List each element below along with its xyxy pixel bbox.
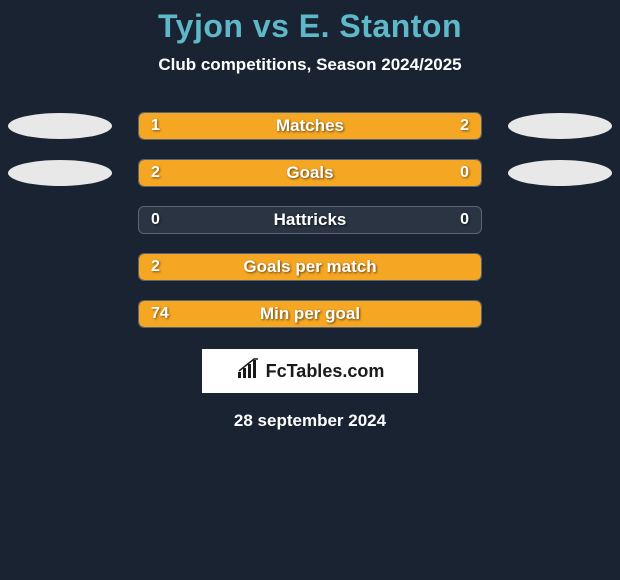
stat-value-right: 2 bbox=[460, 117, 469, 135]
stat-bar: 0 Hattricks 0 bbox=[138, 206, 482, 234]
player-right-badge bbox=[508, 160, 612, 186]
player-right-badge bbox=[508, 113, 612, 139]
stat-bar: 1 Matches 2 bbox=[138, 112, 482, 140]
stat-bar: 2 Goals per match bbox=[138, 253, 482, 281]
stat-name: Hattricks bbox=[274, 210, 347, 230]
subtitle: Club competitions, Season 2024/2025 bbox=[0, 55, 620, 75]
stat-name: Goals bbox=[286, 163, 333, 183]
comparison-widget: Tyjon vs E. Stanton Club competitions, S… bbox=[0, 0, 620, 431]
stat-value-left: 1 bbox=[151, 117, 160, 135]
player-left-badge bbox=[8, 160, 112, 186]
bar-fill-left bbox=[139, 160, 413, 186]
stat-row: 2 Goals 0 bbox=[0, 158, 620, 188]
stat-value-left: 0 bbox=[151, 211, 160, 229]
stat-bar: 2 Goals 0 bbox=[138, 159, 482, 187]
page-title: Tyjon vs E. Stanton bbox=[0, 8, 620, 45]
stat-bar: 74 Min per goal bbox=[138, 300, 482, 328]
barchart-icon bbox=[236, 358, 262, 385]
stat-value-right: 0 bbox=[460, 164, 469, 182]
stat-row: 1 Matches 2 bbox=[0, 111, 620, 141]
stats-rows: 1 Matches 2 2 Goals 0 0 Hattricks 0 bbox=[0, 111, 620, 329]
stat-name: Goals per match bbox=[243, 257, 376, 277]
stat-value-left: 2 bbox=[151, 164, 160, 182]
stat-value-left: 74 bbox=[151, 305, 169, 323]
date-label: 28 september 2024 bbox=[0, 411, 620, 431]
bar-fill-right bbox=[413, 160, 481, 186]
stat-value-left: 2 bbox=[151, 258, 160, 276]
stat-value-right: 0 bbox=[460, 211, 469, 229]
stat-row: 0 Hattricks 0 bbox=[0, 205, 620, 235]
stat-row: 74 Min per goal bbox=[0, 299, 620, 329]
player-left-badge bbox=[8, 113, 112, 139]
stat-name: Min per goal bbox=[260, 304, 360, 324]
logo-text: FcTables.com bbox=[266, 361, 385, 382]
source-logo: FcTables.com bbox=[202, 349, 418, 393]
stat-row: 2 Goals per match bbox=[0, 252, 620, 282]
stat-name: Matches bbox=[276, 116, 344, 136]
